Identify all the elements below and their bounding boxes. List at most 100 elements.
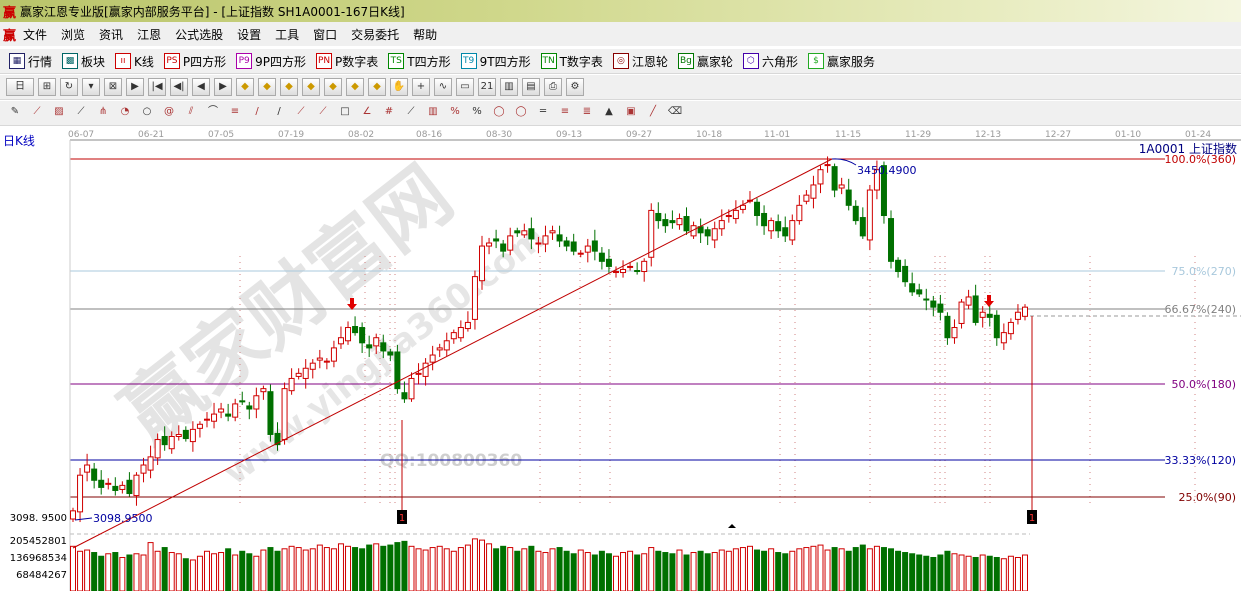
toolbar-button-9[interactable]: ◎ 江恩轮 xyxy=(610,53,671,70)
pencil-icon[interactable]: ✎ xyxy=(10,106,20,117)
chart-type-icon[interactable]: ⊠ xyxy=(104,78,122,96)
channel-icon[interactable]: / xyxy=(255,106,259,117)
p9-icon: P9 xyxy=(236,53,253,69)
forward-icon[interactable]: ▶ xyxy=(214,78,232,96)
gann-angle-icon[interactable]: ⟋ xyxy=(77,106,85,117)
print-icon[interactable]: ⎙ xyxy=(544,78,562,96)
candle-up xyxy=(789,220,796,241)
volume-bar xyxy=(521,548,528,592)
menu-0[interactable]: 文件 xyxy=(23,27,48,42)
grid-icon[interactable]: # xyxy=(384,106,394,117)
play-icon[interactable]: ▶ xyxy=(126,78,144,96)
report-icon[interactable]: ▤ xyxy=(522,78,540,96)
shrink-icon[interactable]: ◆ xyxy=(302,78,320,96)
percent2-icon[interactable]: % xyxy=(472,106,482,117)
candle-up xyxy=(676,218,683,226)
hand-icon[interactable]: ✋ xyxy=(390,78,408,96)
menu-8[interactable]: 交易委托 xyxy=(351,27,400,42)
level3-icon[interactable]: ≣ xyxy=(582,106,592,117)
volume-bar xyxy=(612,555,619,592)
wave-icon[interactable]: ∿ xyxy=(434,78,452,96)
candle-down xyxy=(112,485,119,491)
square-icon[interactable]: □ xyxy=(340,106,350,117)
gain-icon[interactable]: ▲ xyxy=(605,106,613,117)
toolbar-button-3[interactable]: PS P四方形 xyxy=(161,53,229,70)
circle-icon[interactable]: ○ xyxy=(142,106,152,117)
toolbar-button-10[interactable]: Bg 赢家轮 xyxy=(675,53,736,70)
volume-bar xyxy=(330,548,337,592)
line2-icon[interactable]: ╱ xyxy=(649,106,657,117)
menu-2[interactable]: 资讯 xyxy=(99,27,124,42)
volume-bar xyxy=(669,553,676,592)
kline-chart[interactable]: 06-07 06-21 07-05 07-19 08-02 08-16 08-30 09-13… xyxy=(0,126,1241,592)
spiral-icon[interactable]: @ xyxy=(164,106,174,117)
eraser-icon[interactable]: ⌫ xyxy=(667,106,683,117)
trend-icon[interactable]: ⟋ xyxy=(319,106,327,117)
zoom-icon[interactable]: ⊞ xyxy=(38,78,56,96)
prev-icon[interactable]: ◀| xyxy=(170,78,188,96)
gann-fan-icon[interactable]: ⟋ xyxy=(33,106,41,117)
box-icon[interactable]: ▣ xyxy=(626,106,636,117)
toolbar-button-2[interactable]: ıı K线 xyxy=(112,53,157,70)
dropdown-icon[interactable]: ▾ xyxy=(82,78,100,96)
ray-icon[interactable]: ⟋ xyxy=(297,106,305,117)
ts-icon: TS xyxy=(388,53,405,69)
candle-up xyxy=(542,235,549,245)
table-icon[interactable]: ▥ xyxy=(500,78,518,96)
refresh-icon[interactable]: ↻ xyxy=(60,78,78,96)
volume-bar xyxy=(203,550,210,592)
rect-icon[interactable]: ▭ xyxy=(456,78,474,96)
fork-icon[interactable]: ⋔ xyxy=(98,106,108,117)
menu-1[interactable]: 浏览 xyxy=(61,27,86,42)
menu-7[interactable]: 窗口 xyxy=(313,27,338,42)
toolbar-button-7[interactable]: T9 9T四方形 xyxy=(458,53,534,70)
diamond-icon[interactable]: ◆ xyxy=(324,78,342,96)
period-select[interactable]: 日 xyxy=(6,78,34,96)
toolbar-button-6[interactable]: TS T四方形 xyxy=(385,53,453,70)
rays-icon[interactable]: ⫽ xyxy=(188,106,194,117)
volume-bar xyxy=(507,547,514,592)
fan-icon[interactable]: ⟋ xyxy=(407,106,415,117)
first-icon[interactable]: |◀ xyxy=(148,78,166,96)
back-icon[interactable]: ◀ xyxy=(192,78,210,96)
fibo-icon[interactable]: ≡ xyxy=(230,106,240,117)
toolbar-button-1[interactable]: ▩ 板块 xyxy=(59,53,108,70)
crosshair-icon[interactable]: + xyxy=(412,78,430,96)
gann-wheel-icon: ◎ xyxy=(612,53,629,69)
volume-bar xyxy=(888,548,895,592)
menu-4[interactable]: 公式选股 xyxy=(175,27,224,42)
volume-bar xyxy=(105,553,112,592)
stats-icon[interactable]: ▥ xyxy=(428,106,438,117)
menu-3[interactable]: 江恩 xyxy=(137,27,162,42)
volume-bar xyxy=(316,544,323,592)
diamond3-icon[interactable]: ◆ xyxy=(368,78,386,96)
percent-icon[interactable]: % xyxy=(450,106,460,117)
expand-icon[interactable]: ◆ xyxy=(280,78,298,96)
menu-6[interactable]: 工具 xyxy=(275,27,300,42)
arc-icon[interactable]: ⌒ xyxy=(208,106,218,117)
menu-5[interactable]: 设置 xyxy=(237,27,262,42)
ellipse2-icon[interactable]: ◯ xyxy=(515,106,527,117)
menu-9[interactable]: 帮助 xyxy=(413,27,438,42)
gann-box-icon[interactable]: ▨ xyxy=(54,106,64,117)
down-icon[interactable]: ◆ xyxy=(258,78,276,96)
line-icon[interactable]: / xyxy=(277,106,281,117)
level2-icon[interactable]: ≡ xyxy=(560,106,570,117)
diamond2-icon[interactable]: ◆ xyxy=(346,78,364,96)
toolbar-button-8[interactable]: TN T数字表 xyxy=(538,53,606,70)
cycle-icon[interactable]: ◔ xyxy=(120,106,130,117)
angle-icon[interactable]: ∠ xyxy=(362,106,372,117)
up-icon[interactable]: ◆ xyxy=(236,78,254,96)
ellipse-icon[interactable]: ◯ xyxy=(493,106,505,117)
toolbar-button-11[interactable]: ⬡ 六角形 xyxy=(740,53,801,70)
candle-up xyxy=(288,377,295,392)
volume-bar xyxy=(563,550,570,592)
toolbar-button-0[interactable]: ▦ 行情 xyxy=(6,53,55,70)
calendar-icon[interactable]: 21 xyxy=(478,78,496,96)
settings-icon[interactable]: ⚙ xyxy=(566,78,584,96)
toolbar-button-12[interactable]: $ 赢家服务 xyxy=(805,53,878,70)
volume-bar xyxy=(1000,558,1007,592)
toolbar-button-4[interactable]: P9 9P四方形 xyxy=(233,53,309,70)
toolbar-button-5[interactable]: PN P数字表 xyxy=(313,53,381,70)
level-icon[interactable]: ═ xyxy=(539,106,547,117)
